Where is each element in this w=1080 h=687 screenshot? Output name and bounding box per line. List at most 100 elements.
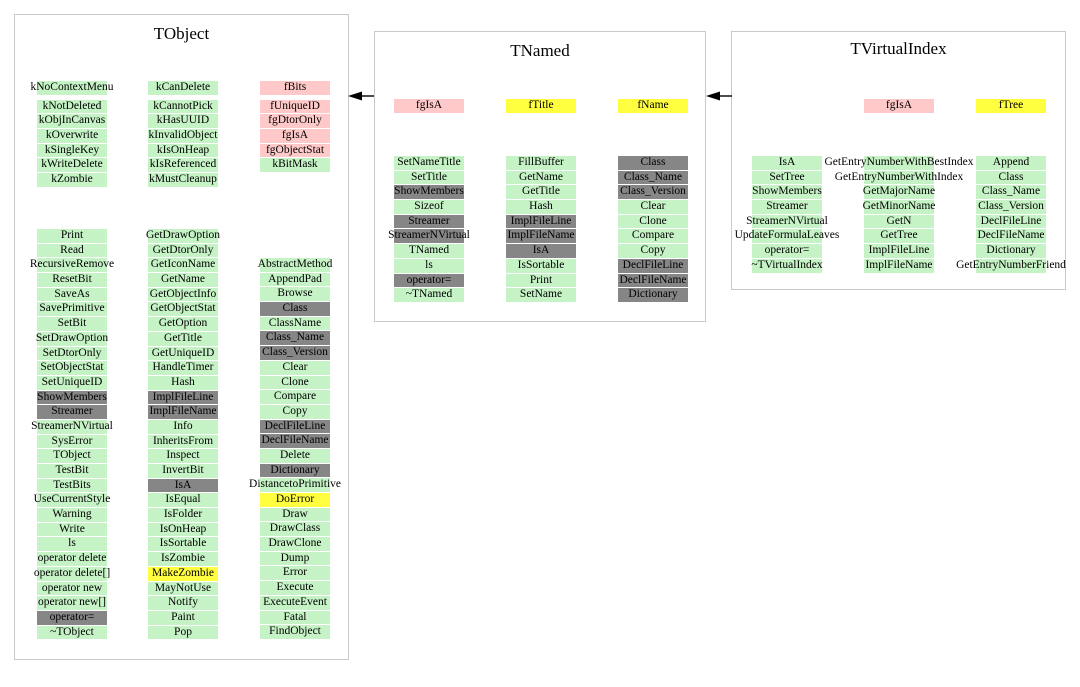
- member-cell[interactable]: Dump: [260, 551, 330, 566]
- member-cell[interactable]: operator new[]: [37, 596, 107, 610]
- member-cell[interactable]: Class_Version: [260, 346, 330, 360]
- member-cell[interactable]: operator delete[]: [34, 566, 110, 581]
- member-cell[interactable]: TestBits: [37, 478, 107, 493]
- member-cell[interactable]: Class_Name: [618, 170, 688, 185]
- member-cell[interactable]: Hash: [148, 375, 218, 390]
- member-cell[interactable]: GetTree: [864, 229, 934, 244]
- member-cell[interactable]: kSingleKey: [37, 143, 107, 158]
- member-cell[interactable]: Compare: [618, 229, 688, 244]
- member-cell[interactable]: Clone: [260, 375, 330, 390]
- member-cell[interactable]: GetTitle: [148, 331, 218, 346]
- member-cell[interactable]: Info: [148, 419, 218, 434]
- member-cell[interactable]: fTree: [976, 99, 1046, 113]
- member-cell[interactable]: DistancetoPrimitive: [249, 478, 341, 492]
- member-cell[interactable]: kWriteDelete: [37, 158, 107, 173]
- member-cell[interactable]: IsFolder: [148, 508, 218, 522]
- member-cell[interactable]: kBitMask: [260, 158, 330, 173]
- member-cell[interactable]: ImplFileName: [864, 258, 934, 273]
- member-cell[interactable]: GetMinorName: [863, 200, 935, 214]
- member-cell[interactable]: StreamerNVirtual: [31, 419, 113, 434]
- member-cell[interactable]: kZombie: [37, 173, 107, 187]
- member-cell[interactable]: FillBuffer: [506, 156, 576, 170]
- member-cell[interactable]: TNamed: [394, 244, 464, 258]
- member-cell[interactable]: Execute: [260, 581, 330, 595]
- member-cell[interactable]: MakeZombie: [148, 566, 218, 581]
- member-cell[interactable]: kInvalidObject: [148, 129, 218, 143]
- member-cell[interactable]: Class: [976, 170, 1046, 185]
- member-cell[interactable]: Class: [260, 302, 330, 316]
- member-cell[interactable]: GetN: [864, 214, 934, 229]
- member-cell[interactable]: Inspect: [148, 449, 218, 463]
- member-cell[interactable]: Dictionary: [618, 288, 688, 302]
- member-cell[interactable]: ShowMembers: [394, 185, 464, 200]
- member-cell[interactable]: GetObjectStat: [148, 302, 218, 317]
- member-cell[interactable]: ImplFileLine: [506, 214, 576, 229]
- member-cell[interactable]: SetDtorOnly: [37, 346, 107, 361]
- member-cell[interactable]: Class: [618, 156, 688, 170]
- member-cell[interactable]: HandleTimer: [148, 361, 218, 375]
- member-cell[interactable]: MayNotUse: [148, 581, 218, 596]
- member-cell[interactable]: Sizeof: [394, 200, 464, 214]
- member-cell[interactable]: IsA: [752, 156, 822, 170]
- member-cell[interactable]: fgDtorOnly: [260, 114, 330, 129]
- member-cell[interactable]: operator new: [37, 581, 107, 596]
- member-cell[interactable]: fName: [618, 99, 688, 113]
- member-cell[interactable]: Copy: [618, 244, 688, 258]
- member-cell[interactable]: ExecuteEvent: [260, 595, 330, 610]
- member-cell[interactable]: Class_Version: [618, 185, 688, 200]
- member-cell[interactable]: DrawClass: [260, 522, 330, 537]
- member-cell[interactable]: ~TObject: [37, 625, 107, 640]
- member-cell[interactable]: SetNameTitle: [394, 156, 464, 170]
- member-cell[interactable]: Read: [37, 243, 107, 258]
- class-title[interactable]: TNamed: [510, 41, 570, 60]
- member-cell[interactable]: DeclFileName: [260, 434, 330, 448]
- member-cell[interactable]: ImplFileLine: [864, 244, 934, 258]
- member-cell[interactable]: IsZombie: [148, 552, 218, 566]
- member-cell[interactable]: DeclFileLine: [976, 214, 1046, 229]
- member-cell[interactable]: ImplFileName: [506, 229, 576, 244]
- member-cell[interactable]: ImplFileLine: [148, 390, 218, 405]
- member-cell[interactable]: UseCurrentStyle: [34, 493, 110, 508]
- member-cell[interactable]: IsA: [148, 478, 218, 493]
- member-cell[interactable]: IsSortable: [506, 258, 576, 273]
- member-cell[interactable]: TObject: [37, 449, 107, 463]
- member-cell[interactable]: Copy: [260, 404, 330, 419]
- member-cell[interactable]: Error: [260, 566, 330, 581]
- member-cell[interactable]: DeclFileLine: [260, 419, 330, 434]
- member-cell[interactable]: operator=: [752, 244, 822, 258]
- member-cell[interactable]: Draw: [260, 507, 330, 522]
- member-cell[interactable]: fBits: [260, 81, 330, 95]
- member-cell[interactable]: ClassName: [260, 316, 330, 331]
- member-cell[interactable]: SetObjectStat: [37, 361, 107, 375]
- member-cell[interactable]: Clear: [618, 200, 688, 214]
- member-cell[interactable]: fUniqueID: [260, 99, 330, 114]
- member-cell[interactable]: GetEntryNumberWithBestIndex: [825, 156, 974, 170]
- member-cell[interactable]: Pop: [148, 625, 218, 640]
- member-cell[interactable]: StreamerNVirtual: [746, 214, 828, 229]
- member-cell[interactable]: Notify: [148, 596, 218, 610]
- member-cell[interactable]: fTitle: [506, 99, 576, 113]
- member-cell[interactable]: IsEqual: [148, 493, 218, 508]
- member-cell[interactable]: Streamer: [394, 214, 464, 229]
- member-cell[interactable]: SetName: [506, 288, 576, 302]
- member-cell[interactable]: Print: [506, 273, 576, 288]
- member-cell[interactable]: GetName: [506, 170, 576, 185]
- member-cell[interactable]: GetDrawOption: [146, 229, 220, 243]
- member-cell[interactable]: TestBit: [37, 464, 107, 478]
- member-cell[interactable]: ~TVirtualIndex: [751, 258, 823, 273]
- member-cell[interactable]: SaveAs: [37, 287, 107, 302]
- member-cell[interactable]: Class_Name: [260, 331, 330, 346]
- member-cell[interactable]: kObjInCanvas: [37, 114, 107, 129]
- member-cell[interactable]: Clone: [618, 214, 688, 229]
- member-cell[interactable]: fgIsA: [394, 99, 464, 113]
- member-cell[interactable]: kCannotPick: [148, 99, 218, 114]
- member-cell[interactable]: kMustCleanup: [148, 173, 218, 187]
- member-cell[interactable]: Paint: [148, 610, 218, 625]
- member-cell[interactable]: Hash: [506, 200, 576, 214]
- member-cell[interactable]: StreamerNVirtual: [388, 229, 470, 244]
- member-cell[interactable]: kHasUUID: [148, 114, 218, 129]
- member-cell[interactable]: kOverwrite: [37, 129, 107, 143]
- member-cell[interactable]: RecursiveRemove: [30, 258, 114, 273]
- member-cell[interactable]: UpdateFormulaLeaves: [735, 229, 839, 244]
- member-cell[interactable]: Compare: [260, 390, 330, 404]
